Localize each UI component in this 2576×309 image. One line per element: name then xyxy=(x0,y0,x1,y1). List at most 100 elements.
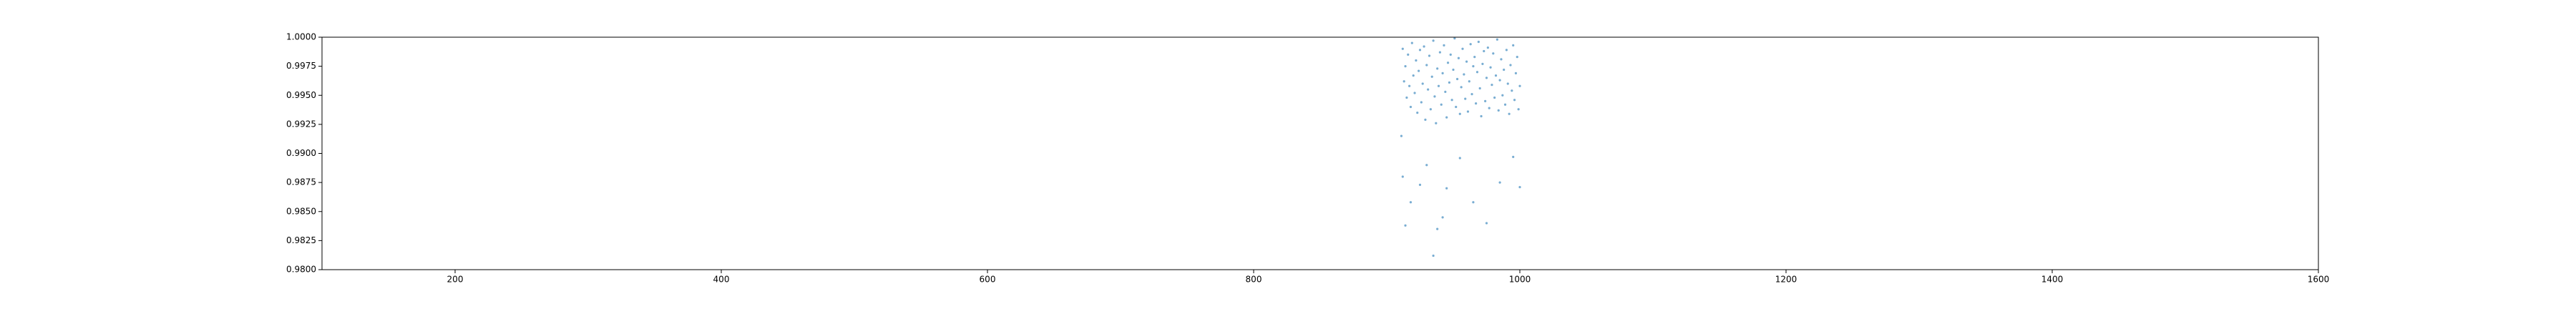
point xyxy=(1491,84,1493,87)
point xyxy=(1455,77,1459,81)
x-tick-label: 800 xyxy=(1246,275,1262,285)
point xyxy=(1402,80,1405,83)
point xyxy=(1453,37,1456,40)
x-tick-label: 400 xyxy=(713,275,730,285)
point xyxy=(1508,112,1511,115)
point xyxy=(1473,56,1476,59)
point xyxy=(1470,93,1473,96)
point xyxy=(1506,82,1509,85)
point xyxy=(1513,99,1516,102)
point xyxy=(1466,110,1470,113)
point xyxy=(1509,64,1512,67)
point xyxy=(1460,86,1463,89)
point xyxy=(1446,62,1450,64)
point xyxy=(1445,187,1448,190)
point xyxy=(1469,43,1472,46)
point xyxy=(1445,116,1448,119)
y-tick-label: 0.9800 xyxy=(286,265,316,275)
point xyxy=(1501,94,1504,97)
point xyxy=(1401,175,1404,178)
point xyxy=(1498,79,1501,82)
point xyxy=(1452,68,1455,72)
point xyxy=(1449,53,1452,56)
point xyxy=(1408,84,1411,87)
point xyxy=(1512,155,1515,158)
y-tick-label: 0.9900 xyxy=(286,148,316,158)
point xyxy=(1477,40,1480,44)
point xyxy=(1478,87,1481,90)
point xyxy=(1435,122,1438,124)
point xyxy=(1475,102,1478,105)
y-tick-label: 0.9925 xyxy=(286,119,316,129)
point xyxy=(1429,108,1432,111)
point xyxy=(1404,65,1407,68)
plot-frame xyxy=(321,36,2319,270)
x-tick-label: 1200 xyxy=(1775,275,1797,285)
y-tick-label: 0.9850 xyxy=(286,206,316,216)
point xyxy=(1481,62,1484,65)
y-tick-label: 1.0000 xyxy=(286,32,316,42)
point xyxy=(1518,84,1521,87)
point xyxy=(1409,105,1413,109)
point xyxy=(1413,92,1416,94)
x-tick-label: 600 xyxy=(980,275,996,285)
point xyxy=(1425,64,1428,67)
point xyxy=(1505,49,1508,52)
point xyxy=(1420,101,1423,104)
point xyxy=(1489,66,1492,69)
x-tick-label: 200 xyxy=(447,275,464,285)
point xyxy=(1433,95,1436,98)
point xyxy=(1428,54,1431,57)
y-tick-label: 0.9975 xyxy=(286,61,316,71)
point xyxy=(1427,88,1430,91)
point xyxy=(1440,103,1443,106)
point xyxy=(1485,77,1488,79)
point xyxy=(1485,222,1488,225)
point xyxy=(1472,201,1475,204)
point xyxy=(1432,39,1435,42)
point xyxy=(1409,201,1413,204)
point xyxy=(1497,109,1500,112)
point xyxy=(1475,71,1479,74)
point xyxy=(1418,49,1422,52)
x-tick-label: 1000 xyxy=(1509,275,1531,285)
point xyxy=(1424,118,1427,121)
point xyxy=(1488,107,1491,109)
point xyxy=(1463,73,1465,76)
point xyxy=(1436,227,1439,230)
point xyxy=(1430,75,1433,78)
point xyxy=(1404,224,1407,227)
point xyxy=(1450,99,1453,102)
point xyxy=(1423,45,1425,48)
point xyxy=(1494,74,1498,77)
point xyxy=(1480,114,1483,118)
point xyxy=(1421,82,1424,85)
point xyxy=(1437,84,1440,87)
x-tick-label: 1600 xyxy=(2308,275,2330,285)
point xyxy=(1441,72,1444,74)
point xyxy=(1407,53,1410,56)
point xyxy=(1518,186,1521,189)
point xyxy=(1432,254,1435,258)
point xyxy=(1514,72,1518,74)
point xyxy=(1493,96,1496,99)
point xyxy=(1400,134,1403,137)
point xyxy=(1425,164,1428,167)
point xyxy=(1418,183,1422,186)
point xyxy=(1458,112,1461,115)
point xyxy=(1503,68,1506,72)
point xyxy=(1436,67,1439,70)
point xyxy=(1401,47,1404,50)
point xyxy=(1492,52,1495,55)
point xyxy=(1461,47,1464,50)
y-tick-label: 0.9875 xyxy=(286,177,316,187)
point xyxy=(1418,69,1420,72)
point xyxy=(1484,99,1487,102)
point xyxy=(1472,65,1475,68)
point xyxy=(1441,216,1444,219)
point xyxy=(1444,90,1447,93)
point xyxy=(1415,59,1418,62)
point xyxy=(1498,181,1501,184)
point xyxy=(1448,81,1451,84)
